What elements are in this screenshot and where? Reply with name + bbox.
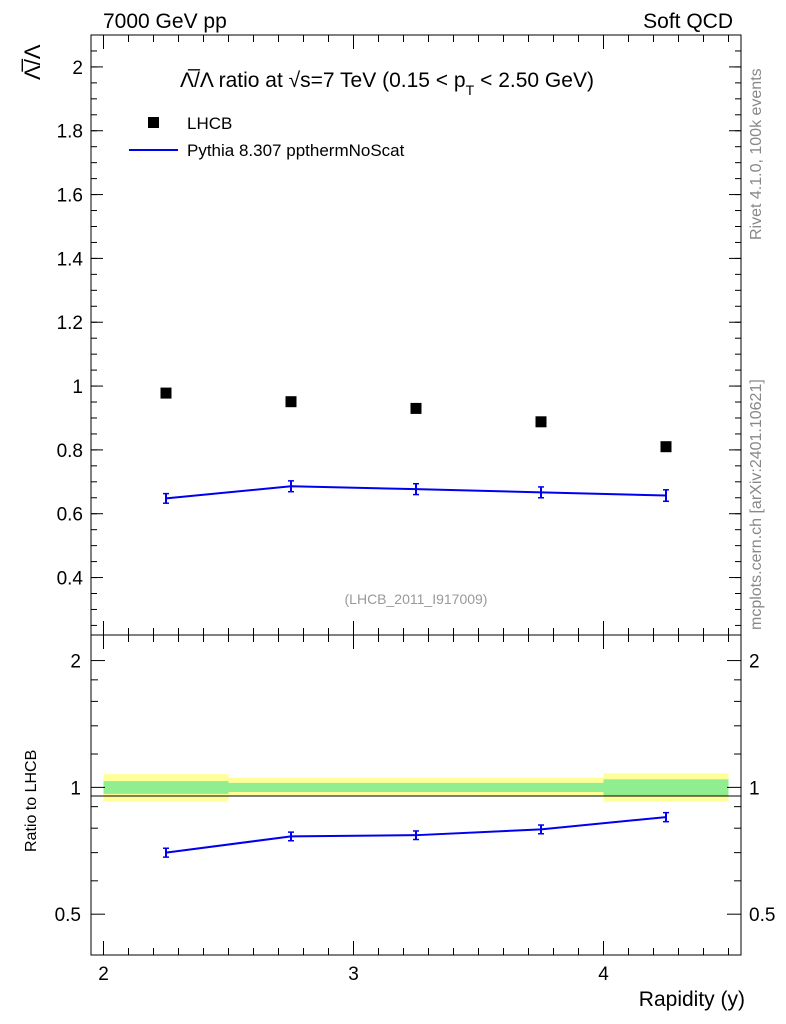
main-series xyxy=(160,387,672,504)
title-sqrt: √ xyxy=(289,69,301,92)
main-ytick-label: 0.8 xyxy=(57,441,83,462)
ratio-ticks xyxy=(91,635,741,955)
main-ytick-label: 1 xyxy=(72,377,83,398)
xlabel: Rapidity (y) xyxy=(639,988,745,1011)
main-ytick-labels: 0.4 0.6 0.8 1 1.2 1.4 1.6 1.8 2 xyxy=(57,58,84,590)
main-title: Λ̅/Λ ratio at √s=7 TeV (0.15 < pT < 2.50 … xyxy=(180,69,594,98)
analysis-id: (LHCB_2011_I917009) xyxy=(345,591,488,607)
title-tail: < 2.50 GeV) xyxy=(480,69,594,92)
ratio-band-inner xyxy=(478,782,604,793)
legend-label-pythia: Pythia 8.307 ppthermNoScat xyxy=(187,141,405,160)
legend-marker-lhcb xyxy=(148,117,159,128)
ratio-band-inner xyxy=(603,779,729,796)
main-ylabel: Λ̅/Λ xyxy=(20,44,45,80)
main-panel: 0.4 0.6 0.8 1 1.2 1.4 1.6 1.8 2 Λ̅/Λ Λ̅/Λ ratio … xyxy=(20,34,742,636)
ratio-bands xyxy=(103,773,729,802)
lhcb-data-point xyxy=(535,416,547,428)
ratio-band-inner xyxy=(103,781,229,794)
lhcb-data-point xyxy=(160,387,172,399)
main-ytick-label: 0.6 xyxy=(57,505,83,526)
ratio-xtick-label: 2 xyxy=(98,964,109,985)
category-label: Soft QCD xyxy=(643,10,733,33)
main-ticks xyxy=(91,35,741,635)
ratio-ytick-labels: 0.5 0.5 1 1 2 2 xyxy=(55,652,776,927)
ratio-ytick-label: 1 xyxy=(70,778,81,799)
main-ytick-label: 0.4 xyxy=(57,569,84,590)
ratio-series xyxy=(163,811,669,858)
ratio-ytick-label-right: 2 xyxy=(749,652,760,673)
main-ytick-label: 1.6 xyxy=(57,186,83,207)
mcplots-label: mcplots.cern.ch [arXiv:2401.10621] xyxy=(748,379,765,630)
lhcb-data-point xyxy=(660,441,672,453)
title-subscript: T xyxy=(466,82,475,98)
ratio-frame xyxy=(90,634,742,956)
ratio-ytick-label-right: 0.5 xyxy=(749,905,775,926)
ratio-xtick-label: 4 xyxy=(598,964,609,985)
ratio-xtick-labels: 2 3 4 xyxy=(98,964,609,985)
title-symbol: Λ̅/Λ xyxy=(180,69,214,92)
ratio-ytick-label: 2 xyxy=(70,652,81,673)
main-ytick-label: 1.4 xyxy=(57,249,84,270)
main-ytick-label: 1.2 xyxy=(57,313,83,334)
ratio-band-inner xyxy=(228,782,479,793)
legend-label-lhcb: LHCB xyxy=(187,114,232,133)
lhcb-data-point xyxy=(410,402,422,414)
ratio-ytick-label: 0.5 xyxy=(55,905,81,926)
ratio-panel: 0.5 0.5 1 1 2 2 2 3 4 Ratio to LHCB Rapidity (y… xyxy=(23,634,776,1011)
title-ratio-at: ratio at xyxy=(219,69,283,92)
ratio-xtick-label: 3 xyxy=(348,964,359,985)
rivet-label: Rivet 4.1.0, 100k events xyxy=(748,68,765,240)
legend: LHCB Pythia 8.307 ppthermNoScat xyxy=(129,114,405,160)
main-ytick-label: 1.8 xyxy=(57,122,83,143)
lhcb-data-point xyxy=(285,396,297,408)
main-ytick-label: 2 xyxy=(72,58,83,79)
ratio-ylabel: Ratio to LHCB xyxy=(23,750,40,852)
ratio-ytick-label-right: 1 xyxy=(749,778,760,799)
title-s-value: s=7 TeV (0.15 < p xyxy=(300,69,465,92)
energy-label: 7000 GeV pp xyxy=(103,10,227,33)
